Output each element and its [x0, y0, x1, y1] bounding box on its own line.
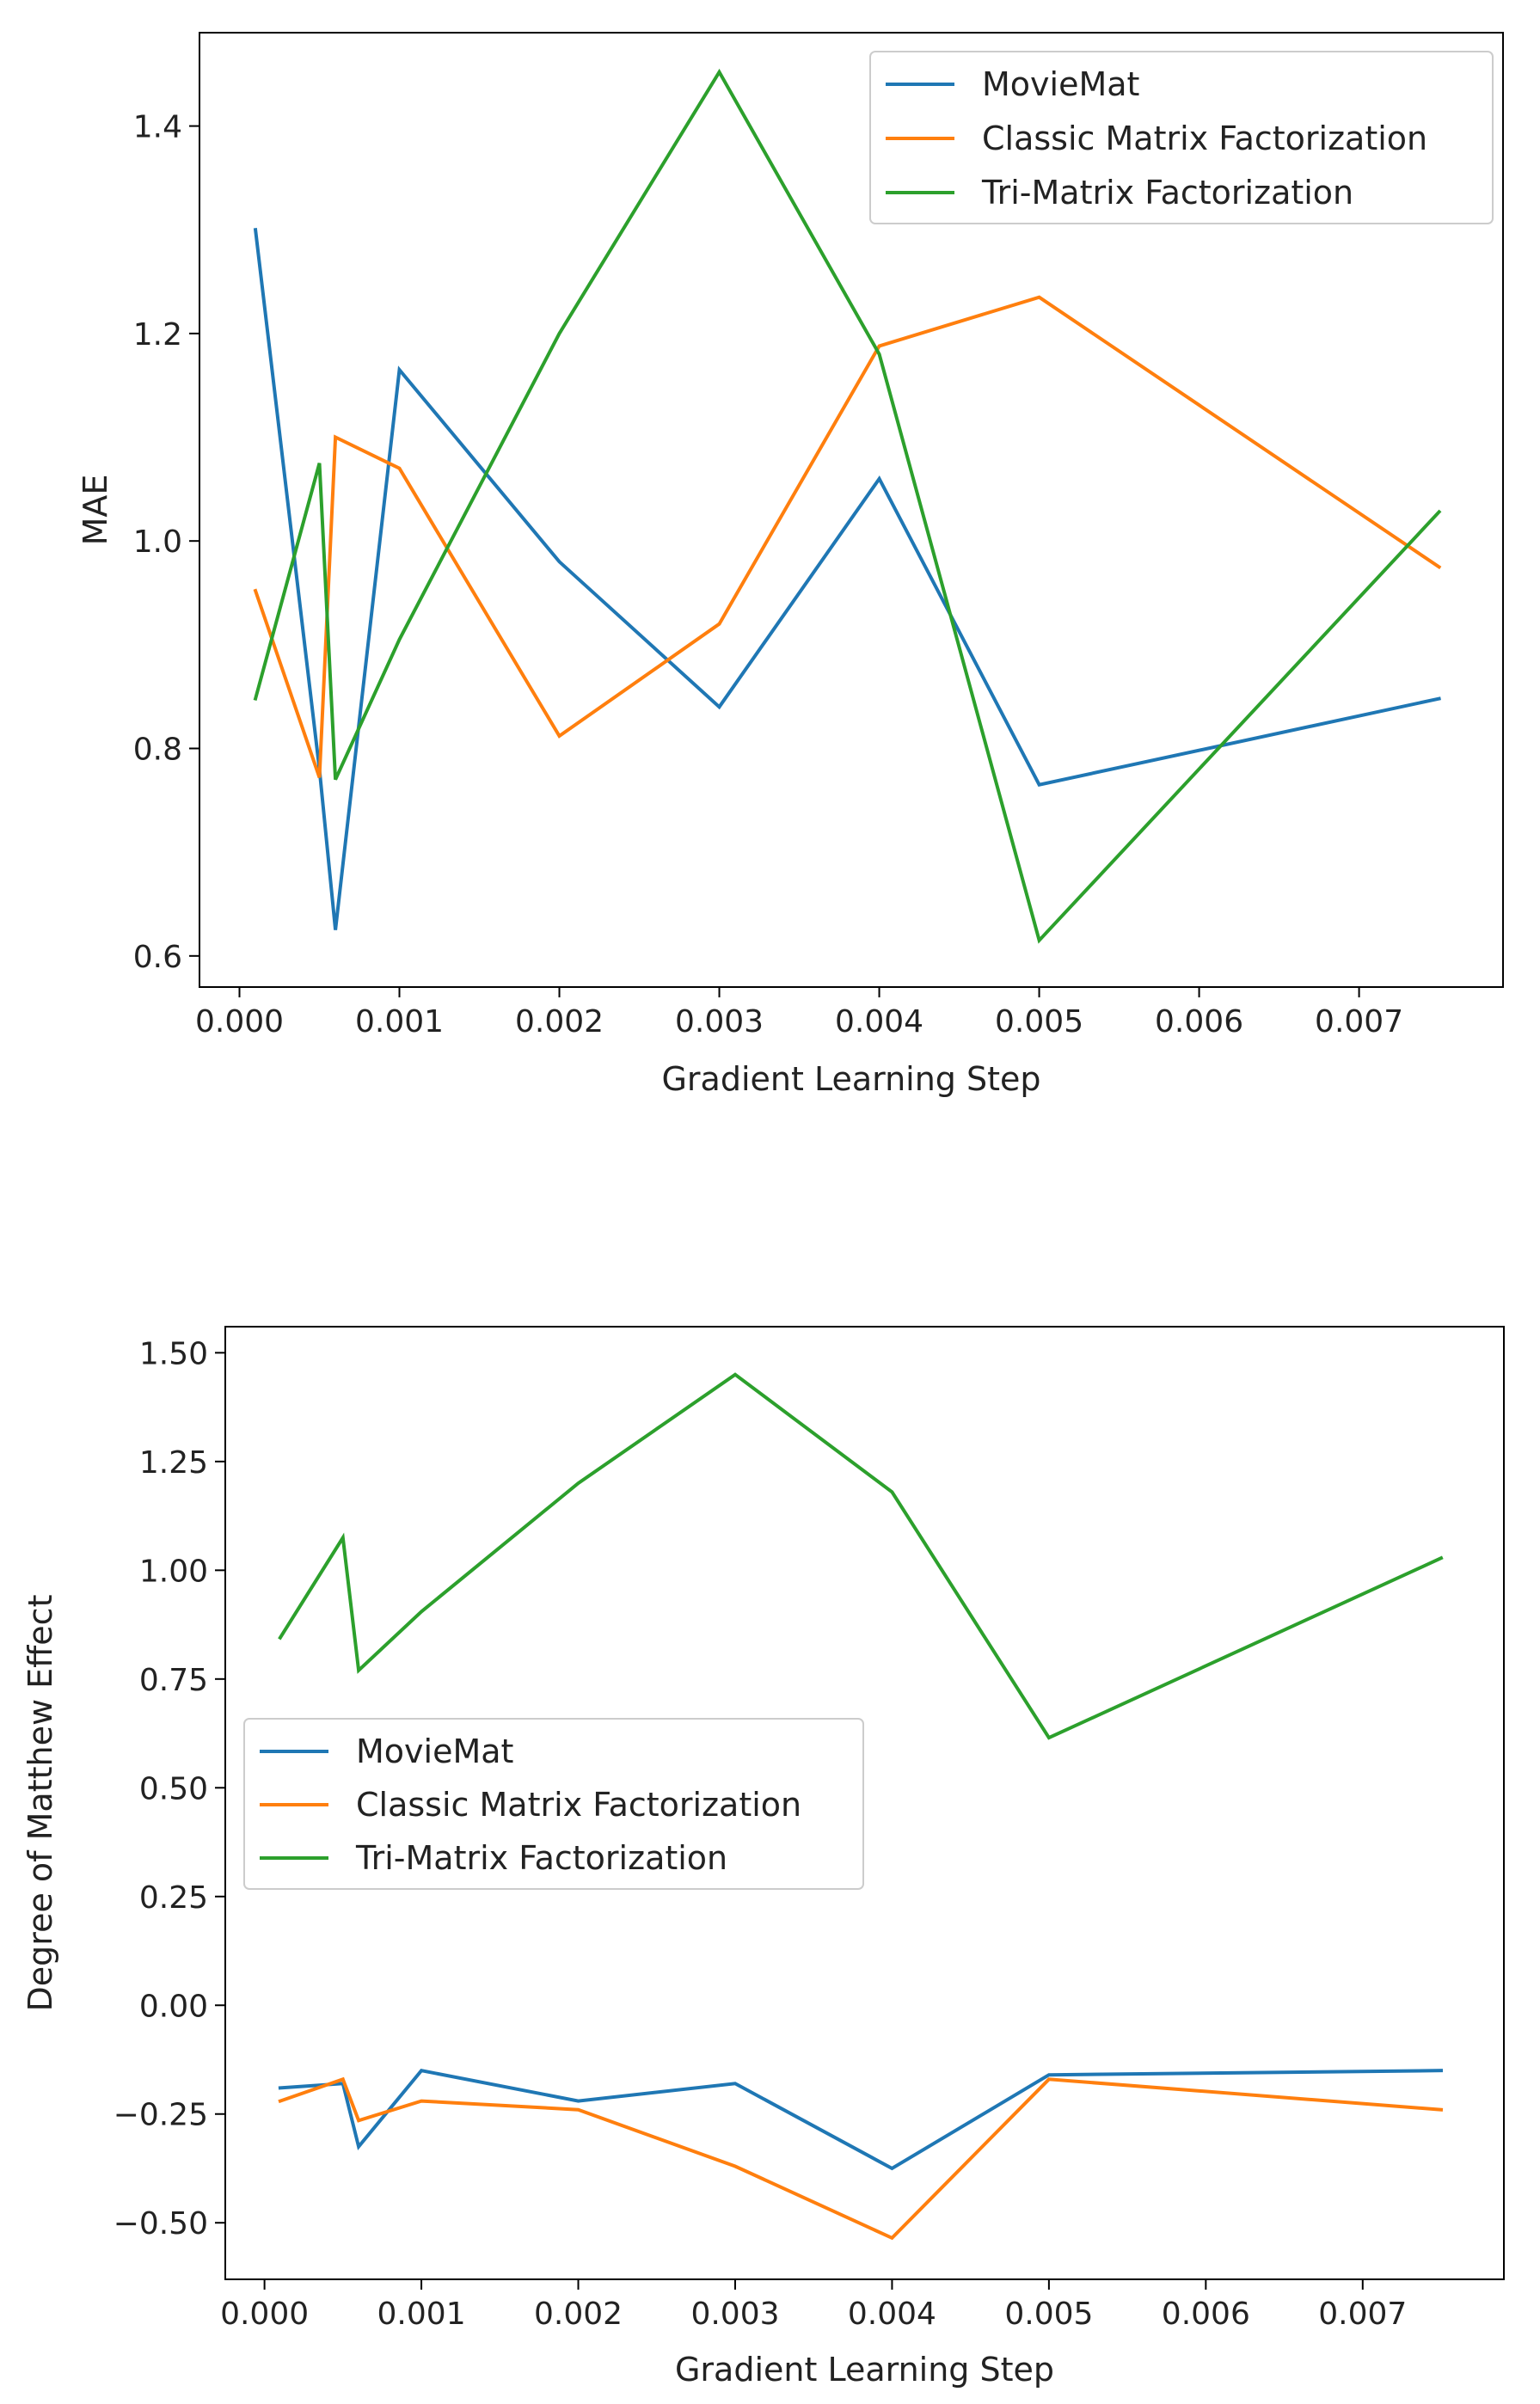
legend-label: Tri-Matrix Factorization: [355, 1839, 727, 1877]
y-tick-label: −0.25: [114, 2098, 208, 2133]
x-tick-label: 0.003: [690, 2297, 779, 2332]
y-tick-label: −0.50: [114, 2206, 208, 2241]
plot-frame: [199, 32, 1504, 988]
series-line-moviemat: [253, 227, 1441, 930]
x-tick-label: 0.007: [1318, 2297, 1407, 2332]
x-tick-label: 0.003: [675, 1004, 764, 1039]
x-tick-label: 0.002: [515, 1004, 604, 1039]
x-tick-label: 0.000: [220, 2297, 309, 2332]
y-tick-label: 1.25: [139, 1445, 208, 1481]
x-tick-label: 0.000: [195, 1004, 284, 1039]
legend-label: Classic Matrix Factorization: [982, 120, 1427, 157]
legend: MovieMat Classic Matrix Factorization Tri-…: [869, 51, 1494, 224]
x-tick-label: 0.006: [1162, 2297, 1250, 2332]
series-line-tri-matrix-factorization: [253, 68, 1442, 944]
y-axis-label: MAE: [77, 475, 114, 546]
y-tick-label: 0.00: [139, 1989, 208, 2024]
legend-label: MovieMat: [356, 1732, 513, 1770]
series-line-classic-matrix-factorization: [253, 295, 1442, 778]
x-tick-label: 0.006: [1155, 1004, 1243, 1039]
legend-label: Tri-Matrix Factorization: [981, 174, 1353, 212]
x-axis-label: Gradient Learning Step: [661, 1060, 1040, 1098]
legend-box: [869, 51, 1494, 224]
matthew-effect-chart: 0.000 0.001 0.002 0.003 0.004 0.005 0.006 0.007…: [21, 1326, 1505, 2389]
legend-box: [243, 1718, 864, 1890]
x-tick-label: 0.005: [1004, 2297, 1093, 2332]
x-tick-label: 0.001: [377, 2297, 466, 2332]
y-tick-label: 0.75: [139, 1663, 208, 1698]
legend-label: Classic Matrix Factorization: [356, 1786, 801, 1824]
series-line-classic-matrix-factorization: [278, 2076, 1444, 2241]
y-tick-label: 1.0: [133, 524, 182, 560]
x-tick-label: 0.004: [835, 1004, 923, 1039]
y-tick-label: 0.6: [133, 940, 182, 975]
y-tick-label: 1.4: [133, 110, 182, 145]
legend: MovieMat Classic Matrix Factorization Tri-…: [243, 1718, 864, 1890]
y-tick-label: 1.00: [139, 1554, 208, 1589]
x-tick-label: 0.004: [848, 2297, 936, 2332]
series-line-moviemat: [278, 2069, 1444, 2171]
y-tick-label: 0.8: [133, 733, 182, 768]
x-tick-label: 0.002: [534, 2297, 623, 2332]
x-tick-label: 0.001: [355, 1004, 444, 1039]
x-tick-label: 0.007: [1315, 1004, 1403, 1039]
x-tick-label: 0.005: [995, 1004, 1083, 1039]
series-line-tri-matrix-factorization: [278, 1372, 1444, 1740]
x-axis-label: Gradient Learning Step: [675, 2351, 1054, 2389]
legend-label: MovieMat: [982, 65, 1139, 103]
y-axis-label: Degree of Matthew Effect: [21, 1595, 59, 2012]
y-tick-label: 1.50: [139, 1336, 208, 1371]
y-tick-label: 0.25: [139, 1880, 208, 1916]
y-tick-label: 0.50: [139, 1771, 208, 1806]
mae-chart: 0.000 0.001 0.002 0.003 0.004 0.005 0.006 0.007…: [77, 32, 1504, 1098]
plot-frame: [224, 1326, 1505, 2280]
y-tick-label: 1.2: [133, 317, 182, 353]
